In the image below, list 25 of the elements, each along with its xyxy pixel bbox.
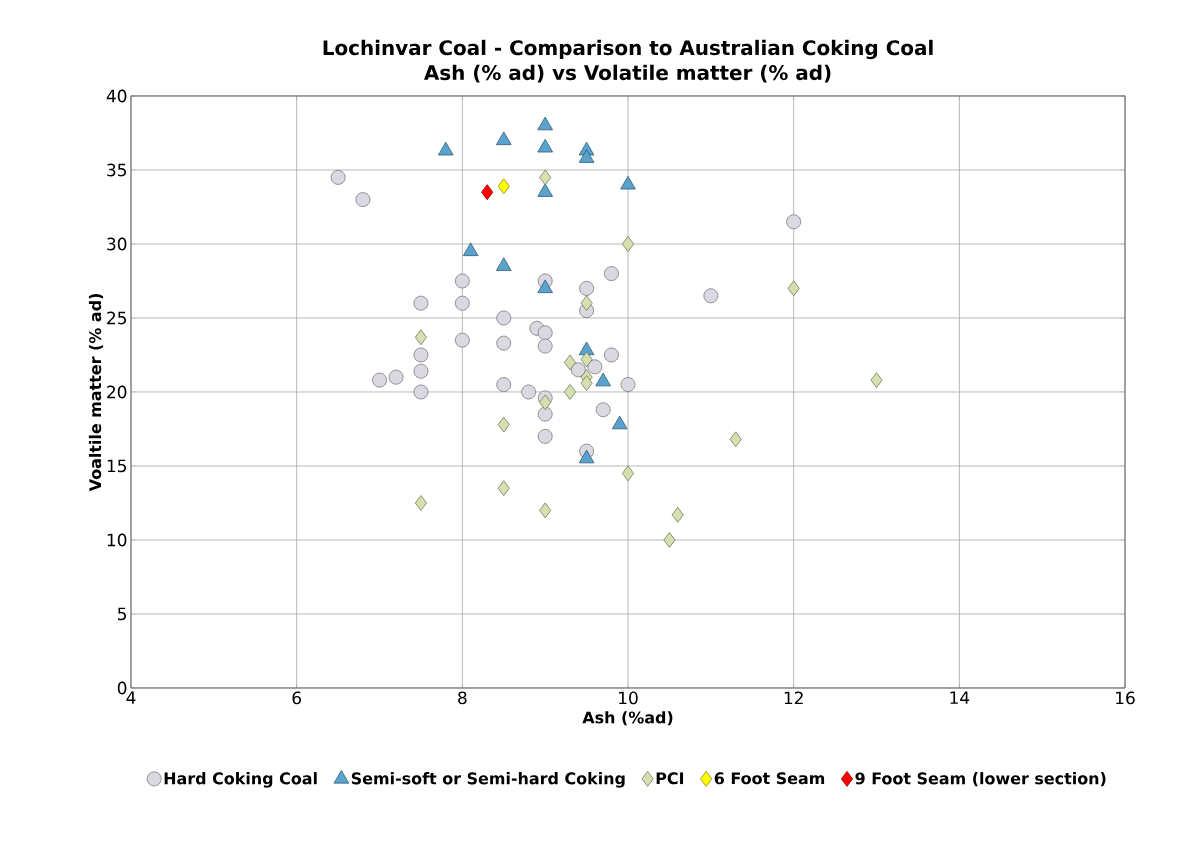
y-tick-label: 10 (107, 533, 127, 547)
x-tick-label: 4 (126, 691, 136, 704)
legend-label: PCI (656, 772, 684, 785)
legend-label: Semi-soft or Semi-hard Coking (351, 772, 625, 788)
y-tick-label: 25 (107, 311, 127, 325)
y-axis-title: Voaltile matter (% ad) (88, 294, 104, 492)
x-tick-label: 10 (619, 691, 638, 705)
chart-subtitle: Ash (% ad) vs Volatile matter (% ad) (423, 64, 831, 83)
legend-label: 9 Foot Seam (lower section) (855, 772, 1106, 787)
chart-title: Lochinvar Coal - Comparison to Australian Coking Coal (323, 39, 933, 60)
y-tick-label: 35 (107, 163, 127, 177)
y-tick-label: 0 (117, 681, 127, 695)
y-tick-label: 30 (107, 237, 127, 251)
x-tick-label: 8 (458, 691, 467, 705)
y-tick-label: 5 (118, 607, 127, 621)
y-tick-label: 40 (106, 89, 127, 103)
x-tick-label: 14 (950, 691, 970, 704)
legend-label: Hard Coking Coal (164, 772, 317, 788)
x-axis-title: Ash (%ad) (582, 711, 673, 726)
x-tick-label: 12 (784, 691, 803, 705)
y-tick-label: 20 (107, 385, 127, 399)
x-tick-label: 16 (1116, 691, 1135, 705)
x-tick-label: 6 (292, 691, 301, 705)
legend-label: 6 Foot Seam (714, 772, 825, 785)
y-tick-label: 15 (107, 459, 127, 473)
